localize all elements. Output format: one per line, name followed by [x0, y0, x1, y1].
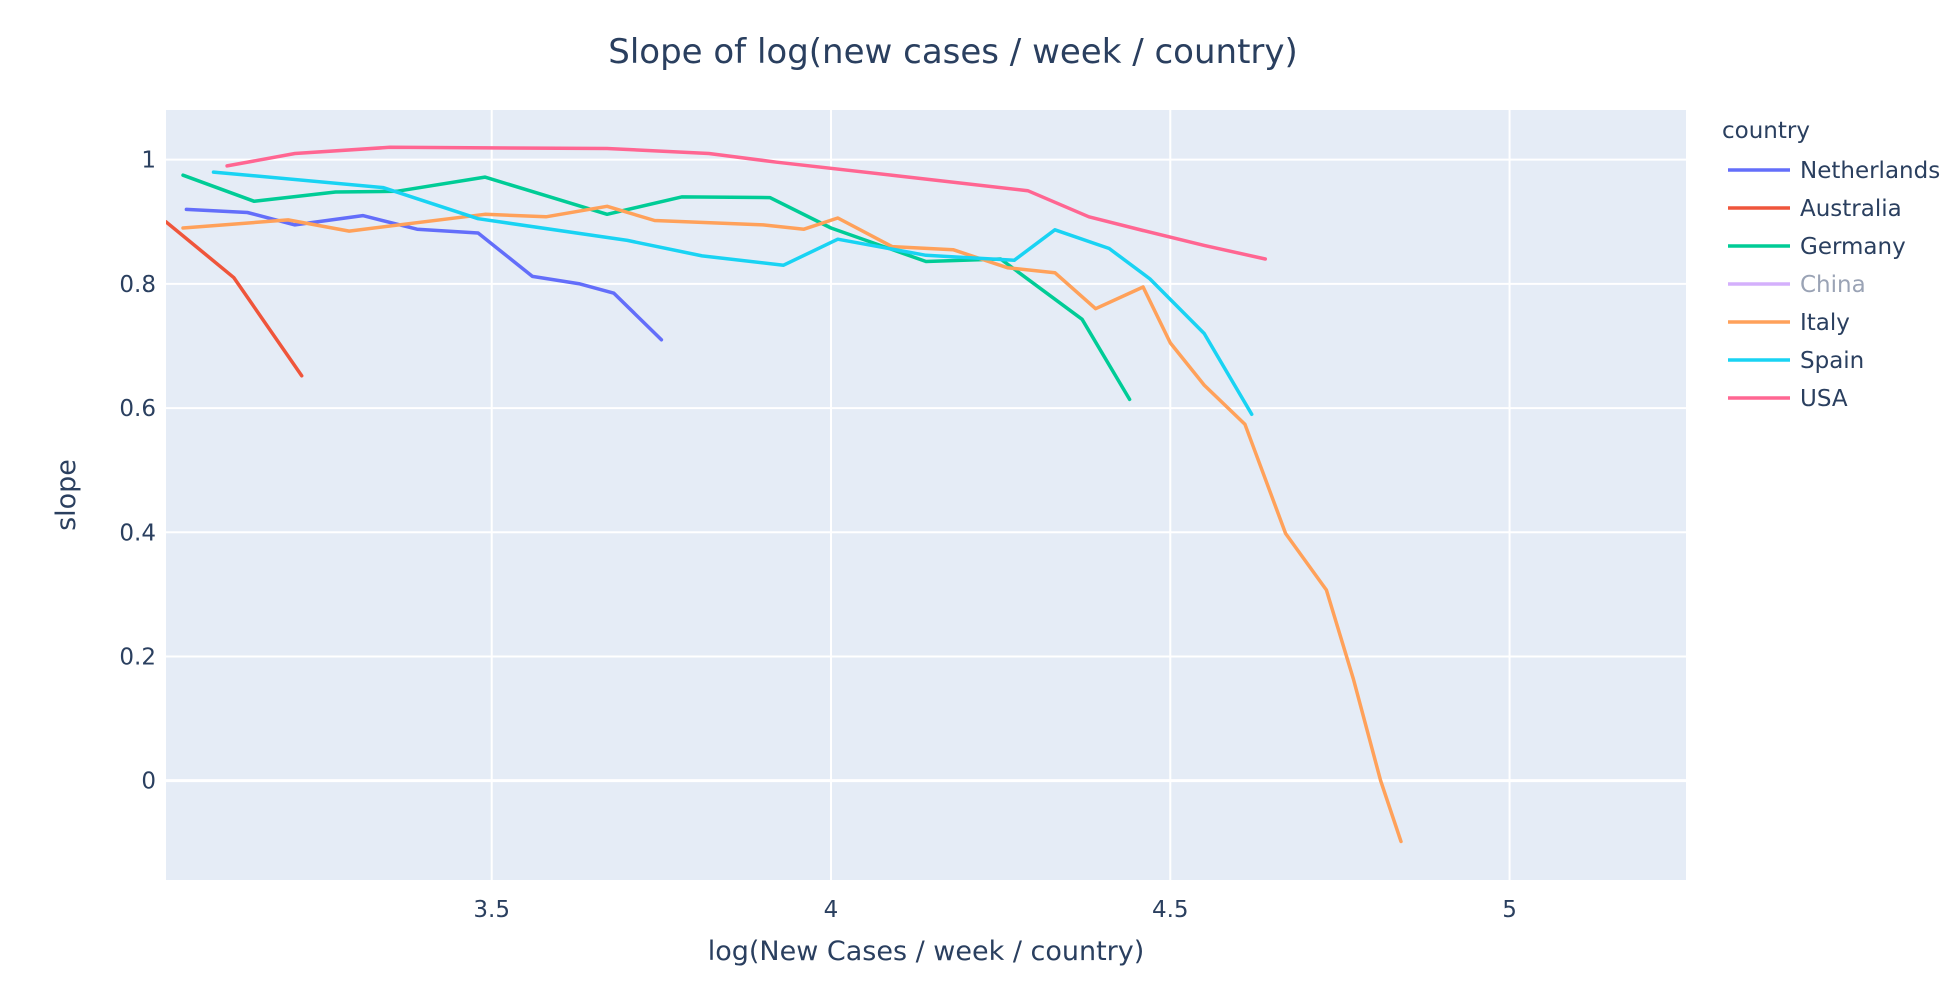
legend-title: country	[1722, 118, 1810, 144]
y-axis-title: slope	[51, 459, 82, 531]
series-lines	[166, 145, 1403, 844]
legend-label: Spain	[1800, 348, 1864, 374]
series-line-usa[interactable]	[225, 145, 1268, 261]
legend-item-australia[interactable]: Australia	[1728, 196, 1902, 222]
legend-label: China	[1800, 272, 1866, 298]
x-tick-label: 4	[824, 897, 839, 923]
x-axis-ticks: 3.5 4 4.5 5	[473, 897, 1516, 923]
x-tick-label: 3.5	[473, 897, 510, 923]
plot-area[interactable]	[166, 110, 1686, 880]
x-tick-label: 5	[1502, 897, 1517, 923]
legend-label: Australia	[1800, 196, 1902, 222]
legend-item-netherlands[interactable]: Netherlands	[1728, 158, 1940, 184]
y-tick-label: 0.2	[119, 644, 156, 670]
series-line-australia[interactable]	[166, 220, 304, 378]
x-axis-title: log(New Cases / week / country)	[708, 936, 1145, 967]
legend-item-spain[interactable]: Spain	[1728, 348, 1864, 374]
chart-title: Slope of log(new cases / week / country)	[608, 32, 1298, 72]
y-axis-ticks: 0 0.2 0.4 0.6 0.8 1	[119, 148, 156, 795]
legend-item-italy[interactable]: Italy	[1728, 310, 1850, 336]
legend-item-usa[interactable]: USA	[1728, 386, 1848, 412]
x-tick-label: 4.5	[1152, 897, 1189, 923]
legend-label: Netherlands	[1800, 158, 1940, 184]
y-tick-label: 1	[141, 148, 156, 174]
y-tick-label: 0.8	[119, 272, 156, 298]
y-tick-label: 0	[141, 769, 156, 795]
series-line-spain[interactable]	[211, 170, 1254, 417]
legend: country Netherlands Australia Germany China…	[1722, 118, 1940, 412]
legend-label: Italy	[1800, 310, 1850, 336]
legend-label: Germany	[1800, 234, 1906, 260]
series-line-netherlands[interactable]	[184, 207, 664, 342]
y-tick-label: 0.6	[119, 396, 156, 422]
y-tick-label: 0.4	[119, 520, 156, 546]
legend-item-china[interactable]: China	[1728, 272, 1866, 298]
legend-label: USA	[1800, 386, 1848, 412]
legend-item-germany[interactable]: Germany	[1728, 234, 1906, 260]
